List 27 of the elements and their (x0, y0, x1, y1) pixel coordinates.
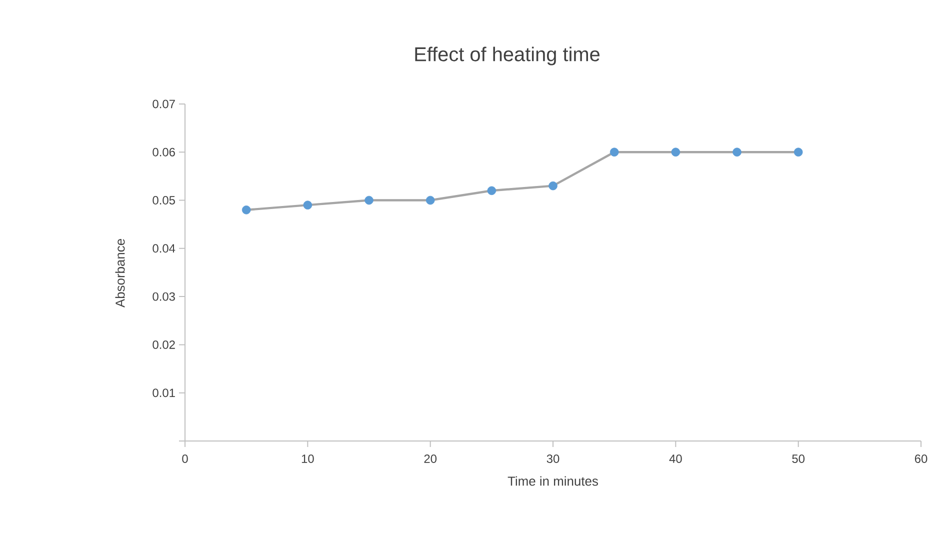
point (794, 148, 803, 157)
x-tick-label: 0 (182, 454, 188, 463)
point (303, 200, 312, 210)
chart-title: Effect of heating time (415, 46, 600, 66)
y-tick-label: 0.07 (152, 100, 175, 108)
y-tick-label: 0.03 (152, 292, 175, 301)
x-tick-label: 50 (792, 454, 805, 463)
point (487, 186, 496, 196)
x-tick-label: 30 (546, 454, 560, 463)
x-tick-label: 20 (424, 454, 437, 463)
point (671, 148, 680, 157)
x-tick-label: 60 (914, 454, 928, 463)
x-tick-label: 10 (302, 454, 314, 463)
y-tick-label: 0.06 (152, 148, 175, 156)
x-axis-title: Time in minutes (508, 476, 598, 486)
point (364, 196, 374, 205)
point (242, 206, 251, 214)
y-tick-label: 0.02 (152, 340, 175, 349)
x-tick-label: 40 (669, 454, 682, 463)
point (610, 148, 619, 157)
point (732, 148, 742, 157)
y-tick-label: 0.01 (152, 388, 175, 398)
y-tick-label: 0.04 (152, 244, 176, 253)
point (548, 181, 558, 190)
y-axis-title: Absorbance (115, 239, 125, 308)
point (426, 196, 435, 205)
y-tick-label: 0.05 (152, 196, 175, 204)
